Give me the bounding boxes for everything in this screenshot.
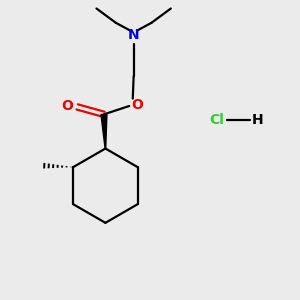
Text: O: O bbox=[61, 99, 73, 113]
Polygon shape bbox=[101, 114, 107, 148]
Text: Cl: Cl bbox=[209, 113, 224, 127]
Text: N: N bbox=[128, 28, 140, 42]
Text: O: O bbox=[132, 98, 143, 112]
Text: H: H bbox=[252, 113, 263, 127]
